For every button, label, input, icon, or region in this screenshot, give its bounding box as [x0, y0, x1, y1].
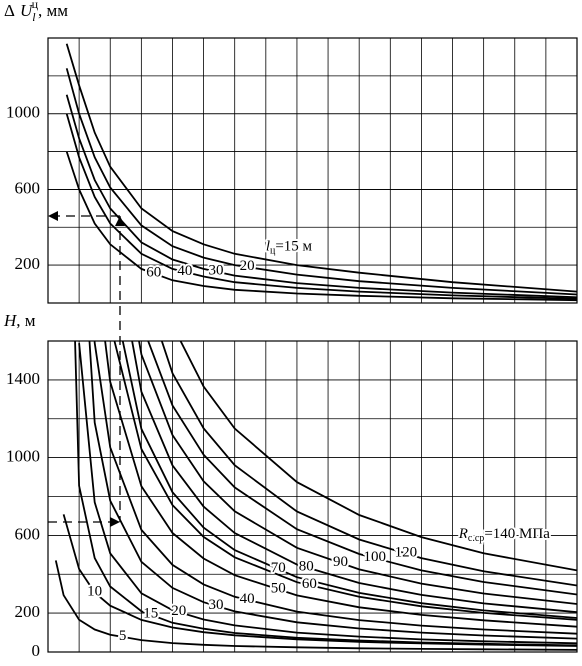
series-label: 60 — [302, 577, 317, 593]
series-label: 50 — [271, 581, 286, 597]
series-label: 120 — [395, 545, 418, 561]
series-label: 100 — [363, 550, 386, 566]
curve — [65, 94, 577, 299]
y-label-sub: l — [32, 10, 36, 24]
label-text: 40 — [240, 591, 255, 607]
series-label: Rс.ср=140 МПа — [458, 526, 550, 544]
curve — [54, 560, 577, 651]
panel: 0 200 600 1000 1400 H, м 5 10 15 20 30 40 50 60 70 80 90… — [3, 311, 578, 660]
y-label-sup: ц — [32, 0, 39, 11]
y-axis-label: Δ Ulц, мм — [4, 0, 68, 24]
label-text: =15 м — [275, 239, 312, 255]
series-label: 90 — [333, 554, 348, 570]
plot-border — [47, 340, 578, 653]
curve — [65, 113, 577, 300]
series-label: 80 — [299, 559, 314, 575]
y-label-unit: , мм — [38, 1, 68, 20]
y-label-var: H — [3, 311, 18, 330]
label-text: 80 — [299, 559, 314, 575]
curve — [113, 341, 577, 621]
label-text: 30 — [209, 263, 224, 279]
curve — [147, 341, 577, 596]
label-text: 60 — [302, 577, 317, 593]
label-sub: ц — [270, 246, 276, 257]
label-text: 50 — [271, 581, 286, 597]
curve — [65, 151, 577, 302]
label-var: l — [266, 239, 270, 255]
y-tick-label: 600 — [15, 524, 41, 543]
curve — [78, 343, 577, 645]
series-label: 60 — [146, 265, 161, 281]
series-label: 15 — [143, 606, 158, 622]
label-sub: с.ср — [468, 533, 484, 544]
curves — [65, 43, 577, 302]
curve — [179, 341, 577, 572]
label-text: 40 — [177, 263, 192, 279]
label-text: 10 — [87, 584, 102, 600]
curve — [93, 341, 577, 635]
label-text: 120 — [395, 545, 418, 561]
series-label: 40 — [240, 591, 255, 607]
series-label: lц=15 м — [266, 239, 313, 257]
label-text: 30 — [209, 597, 224, 613]
y-tick-label: 200 — [15, 254, 41, 273]
y-axis-label: H, м — [3, 311, 36, 330]
label-text: 20 — [171, 604, 186, 620]
series-label: 40 — [177, 263, 192, 279]
series-label: 20 — [240, 258, 255, 274]
label-text: 15 — [143, 606, 158, 622]
curve — [88, 341, 577, 640]
label-text: 60 — [146, 265, 161, 281]
y-tick-label: 1400 — [6, 369, 40, 388]
y-tick-label: 200 — [15, 602, 41, 621]
series-label: 10 — [87, 584, 102, 600]
y-label-var: U — [20, 1, 34, 20]
y-tick-label: 1000 — [6, 447, 40, 466]
reading-guide — [48, 211, 125, 527]
curve — [160, 341, 577, 587]
series-label: 20 — [171, 604, 186, 620]
y-tick-label: 600 — [15, 178, 41, 197]
curve — [65, 43, 577, 293]
label-text: 100 — [363, 550, 386, 566]
label-var: R — [458, 526, 468, 542]
curve — [74, 341, 577, 647]
label-text: 70 — [271, 560, 286, 576]
y-label-symbol: Δ — [4, 1, 15, 20]
series-label: 30 — [209, 263, 224, 279]
y-tick-label: 1000 — [6, 103, 40, 122]
curve — [104, 341, 577, 628]
series-label: 5 — [119, 628, 127, 644]
curve — [121, 341, 577, 619]
label-text: 20 — [240, 258, 255, 274]
curves — [54, 341, 577, 651]
curve — [131, 341, 577, 614]
series-label: 70 — [271, 560, 286, 576]
curve — [65, 68, 577, 296]
y-label-unit: , м — [16, 311, 36, 330]
label-text: 90 — [333, 554, 348, 570]
plot-border — [47, 37, 578, 304]
curve — [138, 341, 577, 605]
label-text: =140 МПа — [484, 526, 550, 542]
label-text: 5 — [119, 628, 127, 644]
y-tick-label: 0 — [32, 641, 41, 660]
series-label: 30 — [209, 597, 224, 613]
